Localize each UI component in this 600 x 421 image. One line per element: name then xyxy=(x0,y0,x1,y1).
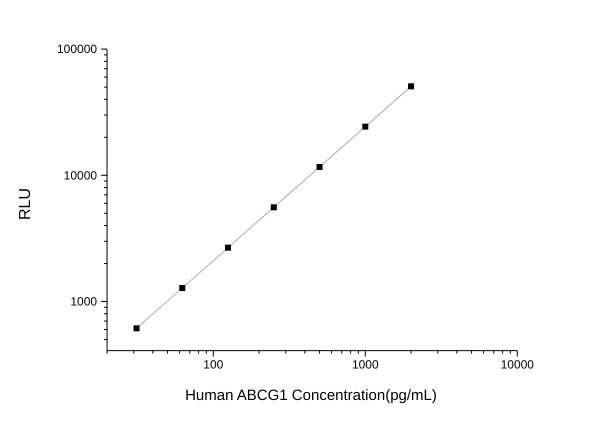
svg-text:100: 100 xyxy=(203,358,223,372)
svg-text:1000: 1000 xyxy=(70,295,97,309)
svg-text:10000: 10000 xyxy=(501,358,535,372)
svg-text:Human ABCG1 Concentration(pg/m: Human ABCG1 Concentration(pg/mL) xyxy=(185,387,437,404)
svg-text:RLU: RLU xyxy=(17,188,34,220)
svg-text:100000: 100000 xyxy=(57,42,97,56)
svg-text:10000: 10000 xyxy=(64,168,98,182)
svg-text:1000: 1000 xyxy=(352,358,379,372)
